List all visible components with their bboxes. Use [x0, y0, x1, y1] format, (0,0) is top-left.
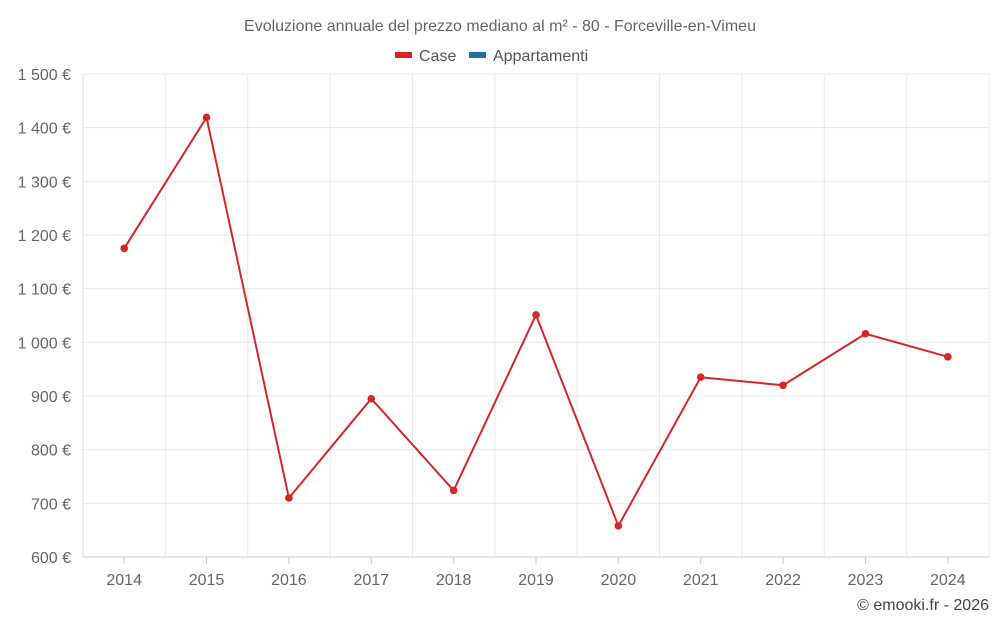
y-tick-label: 1 000 €: [18, 335, 71, 352]
y-axis: 600 € 700 € 800 € 900 € 1 000 € 1 100 € 1 200 …: [18, 67, 84, 567]
y-tick-label: 700 €: [31, 496, 71, 513]
legend-item-appartamenti[interactable]: Appartamenti: [469, 48, 588, 65]
y-tick-label: 1 500 €: [18, 67, 71, 84]
data-point[interactable]: [944, 353, 952, 361]
y-tick-label: 1 100 €: [18, 282, 71, 299]
legend: Case Appartamenti: [395, 48, 588, 65]
data-point[interactable]: [779, 381, 787, 390]
data-point[interactable]: [861, 329, 870, 338]
data-point[interactable]: [449, 486, 458, 495]
data-point[interactable]: [367, 394, 376, 403]
data-point[interactable]: [285, 494, 293, 502]
x-tick-label: 2023: [848, 572, 884, 589]
x-tick-label: 2021: [683, 572, 719, 589]
data-point[interactable]: [696, 373, 705, 382]
y-tick-label: 900 €: [31, 389, 71, 406]
x-tick-label: 2016: [271, 572, 307, 589]
x-tick-label: 2018: [436, 572, 472, 589]
x-tick-label: 2014: [106, 572, 142, 589]
x-tick-label: 2022: [765, 572, 801, 589]
legend-label-case: Case: [419, 48, 456, 65]
x-axis: 2014 2015 2016 2017 2018 2019 2020 2021 2022 2023…: [83, 556, 989, 589]
data-point[interactable]: [614, 522, 623, 530]
legend-item-case[interactable]: Case: [395, 48, 456, 65]
x-tick-label: 2017: [353, 572, 389, 589]
y-tick-label: 1 400 €: [18, 121, 71, 138]
x-tick-label: 2019: [518, 572, 554, 589]
data-point[interactable]: [120, 244, 128, 253]
y-tick-label: 800 €: [31, 443, 71, 460]
legend-swatch-appartamenti: [469, 52, 486, 58]
chart-title: Evoluzione annuale del prezzo mediano al…: [244, 18, 756, 35]
legend-swatch-case: [395, 52, 412, 58]
credit-text: © emooki.fr - 2026: [857, 597, 989, 614]
y-tick-label: 1 200 €: [18, 228, 71, 245]
x-tick-label: 2024: [930, 572, 966, 589]
series-layer: [120, 113, 952, 530]
x-tick-label: 2020: [601, 572, 637, 589]
data-point[interactable]: [532, 311, 540, 319]
x-tick-label: 2015: [189, 572, 225, 589]
data-point[interactable]: [202, 113, 211, 122]
y-tick-label: 1 300 €: [18, 174, 71, 191]
legend-label-appartamenti: Appartamenti: [493, 48, 588, 65]
y-tick-label: 600 €: [31, 550, 71, 567]
